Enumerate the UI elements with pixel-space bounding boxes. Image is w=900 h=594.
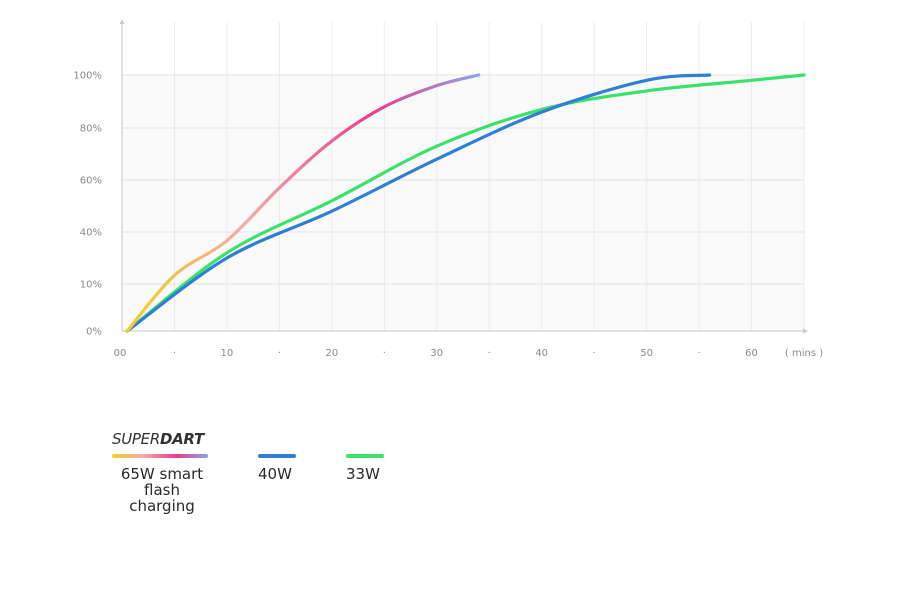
- brand-light: SUPER: [112, 430, 160, 448]
- legend-swatch-33w: [346, 454, 384, 458]
- legend-item-33w: 33W: [346, 454, 388, 482]
- series-group: [125, 73, 806, 333]
- x-tick-label: 60: [745, 348, 758, 359]
- axes: [119, 19, 808, 334]
- y-tick-label: 100%: [73, 71, 102, 82]
- y-tick-label: 60%: [80, 176, 102, 187]
- brand-bold: DART: [159, 430, 204, 448]
- series-33w-line: [125, 73, 806, 333]
- x-tick-label: ·: [278, 348, 281, 359]
- x-tick-label: 50: [640, 348, 653, 359]
- y-tick-label: 80%: [80, 124, 102, 135]
- x-tick-label: ·: [488, 348, 491, 359]
- series-65w-line: [125, 73, 481, 333]
- x-tick-label: 20: [325, 348, 338, 359]
- legend-label-33w: 33W: [346, 465, 380, 483]
- x-axis-arrow: [803, 328, 808, 334]
- legend-swatch-40w: [258, 454, 296, 458]
- x-tick-label: 40: [535, 348, 548, 359]
- x-tick-label: 10: [221, 348, 234, 359]
- legend-item-65w: SUPERDART 65W smart flash charging: [112, 430, 212, 514]
- series-40w-line: [125, 73, 712, 333]
- x-tick-label: 30: [430, 348, 443, 359]
- x-axis-unit: ( mins ): [785, 348, 823, 359]
- legend-label-40w: 40W: [258, 465, 292, 483]
- legend-label-65w-line1: 65W smart: [120, 465, 204, 483]
- plot-background: [122, 75, 804, 331]
- charging-chart: 0% 10% 40% 60% 80% 100% 00 · 10 · 20 · 30 · 40 · 50 · 60 ( …: [73, 19, 823, 360]
- legend-label-65w: 65W smart flash charging: [112, 466, 212, 514]
- x-tick-label: ·: [383, 348, 386, 359]
- y-axis-arrow: [119, 19, 125, 24]
- legend-item-40w: 40W: [258, 454, 300, 482]
- y-tick-label: 0%: [86, 327, 102, 338]
- x-tick-label: ·: [173, 348, 176, 359]
- legend-label-65w-line2: flash charging: [129, 481, 195, 515]
- legend: SUPERDART 65W smart flash charging 40W 3…: [0, 430, 900, 520]
- tick-labels: 0% 10% 40% 60% 80% 100% 00 · 10 · 20 · 30 · 40 · 50 · 60 ( …: [73, 71, 823, 360]
- x-tick-label: 00: [114, 348, 127, 359]
- y-tick-label: 10%: [80, 280, 102, 291]
- superdart-logo: SUPERDART: [112, 430, 212, 448]
- legend-swatch-65w: [112, 454, 208, 458]
- grid: [122, 22, 805, 331]
- y-tick-label: 40%: [80, 228, 102, 239]
- x-tick-label: ·: [593, 348, 596, 359]
- x-tick-label: ·: [697, 348, 700, 359]
